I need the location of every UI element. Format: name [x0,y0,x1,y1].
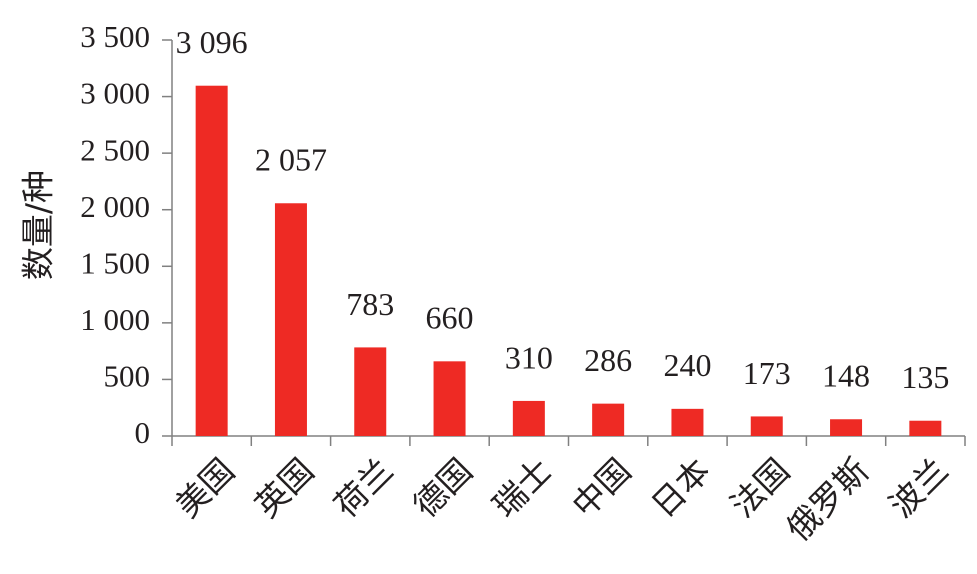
x-tick-label: 波兰 [881,451,955,525]
y-tick-label: 2 000 [80,189,150,224]
x-tick-label: 瑞士 [485,451,559,525]
value-label: 173 [743,355,791,391]
bar [274,203,307,436]
x-tick-label: 德国 [406,451,480,525]
value-label: 148 [822,358,870,394]
bar [909,420,942,436]
x-tick-label: 中国 [564,451,638,525]
x-tick-label: 俄罗斯 [779,451,877,549]
value-label: 3 096 [176,24,248,60]
value-label: 660 [426,300,474,336]
x-tick-label: 美国 [168,451,242,525]
bar [512,400,545,436]
value-label: 286 [584,342,632,378]
y-tick-label: 3 000 [80,76,150,111]
y-tick-label: 3 500 [80,19,150,54]
bar [671,408,704,436]
y-tick-label: 2 500 [80,132,150,167]
x-tick-label: 英国 [247,451,321,525]
bar [592,403,625,436]
value-label: 783 [346,286,394,322]
x-tick-label: 日本 [644,451,718,525]
y-axis-label: 数量/种 [19,170,58,280]
y-tick-label: 500 [104,359,151,394]
x-tick-label: 荷兰 [326,451,400,525]
bar [433,361,466,436]
value-label: 240 [663,347,711,383]
value-label: 310 [505,339,553,375]
y-tick-label: 1 000 [80,302,150,337]
bar [750,416,783,436]
bar [195,85,228,436]
y-tick-label: 1 500 [80,245,150,280]
value-label: 2 057 [255,142,327,178]
bar [830,419,863,436]
y-tick-label: 0 [135,415,151,450]
bar [354,347,387,436]
value-label: 135 [901,359,949,395]
